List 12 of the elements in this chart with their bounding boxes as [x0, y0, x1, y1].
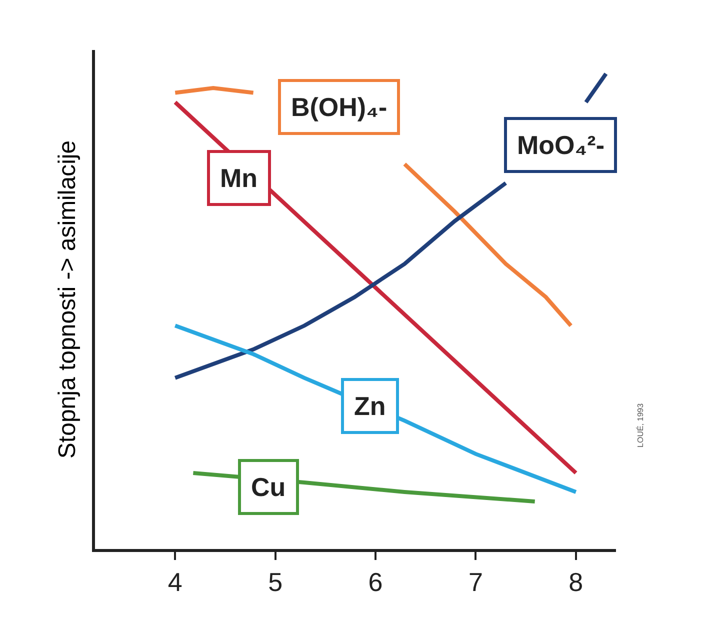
- series-label: Mn: [220, 163, 258, 193]
- series-label: B(OH)₄-: [291, 92, 388, 122]
- x-tick-label: 5: [268, 567, 283, 598]
- x-tick-label: 6: [368, 567, 383, 598]
- series-label: Cu: [251, 472, 286, 502]
- x-tick-label: 8: [568, 567, 584, 598]
- series-label: Zn: [354, 391, 386, 421]
- x-tick-label: 7: [468, 567, 483, 598]
- x-tick-label: 4: [168, 567, 182, 598]
- text: LOUÉ, 1993: [636, 402, 646, 448]
- series-label: MoO₄²-: [517, 130, 604, 160]
- y-axis-title: Stopnja topnosti -> asimilacije: [54, 140, 82, 459]
